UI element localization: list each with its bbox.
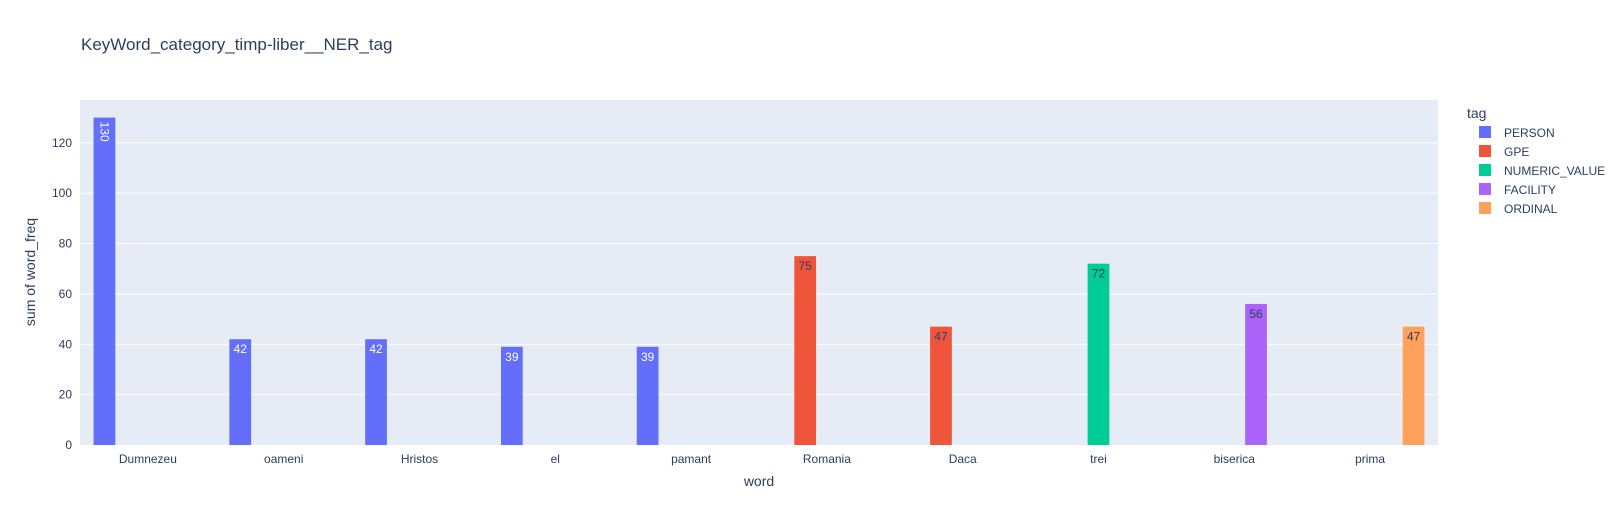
x-tick-label: Dumnezeu xyxy=(119,452,177,466)
bar[interactable] xyxy=(1245,303,1267,445)
bar-label: 39 xyxy=(641,350,655,364)
y-tick-label: 80 xyxy=(59,237,73,251)
bar-label: 56 xyxy=(1249,307,1263,321)
x-tick-label: Hristos xyxy=(401,452,438,466)
y-tick-label: 20 xyxy=(59,388,73,402)
y-tick-label: 120 xyxy=(52,136,72,150)
chart-title: KeyWord_category_timp-liber__NER_tag xyxy=(81,35,393,54)
y-tick-label: 0 xyxy=(65,438,72,452)
bar[interactable] xyxy=(93,117,116,445)
x-tick-label: pamant xyxy=(671,452,712,466)
bar-labels: 130 42 42 39 39 75 47 72 56 47 xyxy=(97,122,1420,364)
legend-label: ORDINAL xyxy=(1504,202,1558,216)
bar[interactable] xyxy=(365,339,387,445)
plot-area xyxy=(80,100,1438,445)
bar-label: 47 xyxy=(1407,330,1421,344)
legend-item[interactable]: NUMERIC_VALUE xyxy=(1479,164,1605,178)
legend-item[interactable]: PERSON xyxy=(1479,126,1555,140)
bar-label: 39 xyxy=(505,350,519,364)
bar[interactable] xyxy=(500,346,523,445)
x-tick-label: el xyxy=(551,452,560,466)
bar[interactable] xyxy=(930,326,952,445)
y-tick-label: 60 xyxy=(59,287,73,301)
y-axis-title: sum of word_freq xyxy=(22,218,38,326)
legend-item[interactable]: GPE xyxy=(1479,145,1529,159)
legend-label: NUMERIC_VALUE xyxy=(1504,164,1605,178)
x-tick-label: Daca xyxy=(949,452,977,466)
legend-swatch xyxy=(1479,145,1491,157)
legend-item[interactable]: ORDINAL xyxy=(1479,202,1558,216)
x-tick-label: oameni xyxy=(264,452,303,466)
legend-swatch xyxy=(1479,126,1491,138)
legend-item[interactable]: FACILITY xyxy=(1479,183,1556,197)
bar-label: 75 xyxy=(798,259,812,273)
x-axis-title: word xyxy=(743,473,774,489)
bars[interactable] xyxy=(93,117,1425,445)
legend-swatch xyxy=(1479,183,1491,195)
bar-label: 47 xyxy=(934,330,948,344)
x-tick-label: trei xyxy=(1090,452,1107,466)
bar-label: 42 xyxy=(369,342,383,356)
y-tick-label: 100 xyxy=(52,186,72,200)
legend-label: GPE xyxy=(1504,145,1529,159)
x-tick-label: prima xyxy=(1355,452,1385,466)
bar-label: 42 xyxy=(234,342,248,356)
y-axis-ticks: 0 20 40 60 80 100 120 xyxy=(52,136,72,452)
bar-label: 72 xyxy=(1092,267,1106,281)
bar[interactable] xyxy=(1087,263,1110,445)
y-tick-label: 40 xyxy=(59,337,73,351)
legend-title: tag xyxy=(1467,105,1486,121)
bar[interactable] xyxy=(1402,326,1425,445)
legend-label: PERSON xyxy=(1504,126,1555,140)
x-axis-ticks: Dumnezeu oameni Hristos el pamant Romania Daca… xyxy=(119,452,1386,466)
bar[interactable] xyxy=(636,346,659,445)
legend-swatch xyxy=(1479,164,1491,176)
bar-label: 130 xyxy=(97,122,111,142)
legend-swatch xyxy=(1479,202,1491,214)
gridlines xyxy=(80,142,1438,396)
x-tick-label: biserica xyxy=(1214,452,1256,466)
x-tick-label: Romania xyxy=(803,452,851,466)
bar[interactable] xyxy=(229,339,252,445)
legend-label: FACILITY xyxy=(1504,183,1556,197)
legend[interactable]: tag PERSON GPE NUMERIC_VALUE FACILITY ORDINA… xyxy=(1467,105,1605,216)
bar[interactable] xyxy=(794,256,817,445)
